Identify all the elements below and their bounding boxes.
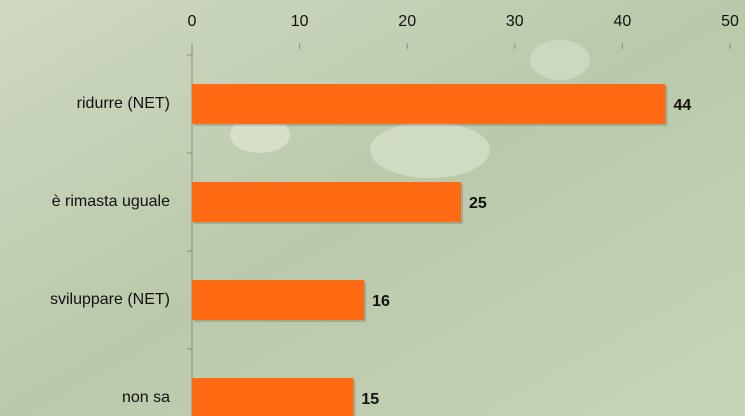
- y-tick-label: non sa: [122, 389, 170, 406]
- y-tick-label: ridurre (NET): [77, 95, 170, 112]
- value-label: 44: [673, 97, 691, 114]
- y-tick-label: è rimasta uguale: [52, 193, 170, 210]
- value-label: 15: [361, 391, 379, 408]
- bar: [192, 182, 461, 222]
- page: {"chart_data": {"type": "bar", "orientat…: [0, 0, 745, 416]
- x-tick-label: 10: [291, 13, 309, 30]
- x-tick-label: 30: [506, 13, 524, 30]
- x-tick-label: 20: [398, 13, 416, 30]
- bar: [192, 378, 353, 416]
- bar: [192, 280, 364, 320]
- y-tick-label: sviluppare (NET): [50, 291, 170, 308]
- chart: 0 10 20 30 40 50 ridurre (NET) 44 è rimasta ugua…: [0, 0, 745, 416]
- decoration: [530, 40, 590, 80]
- x-tick-label: 40: [614, 13, 632, 30]
- decoration: [370, 122, 490, 178]
- bar: [192, 84, 665, 124]
- value-label: 25: [469, 195, 487, 212]
- x-tick-label: 0: [188, 13, 197, 30]
- x-tick-label: 50: [721, 13, 739, 30]
- value-label: 16: [372, 293, 390, 310]
